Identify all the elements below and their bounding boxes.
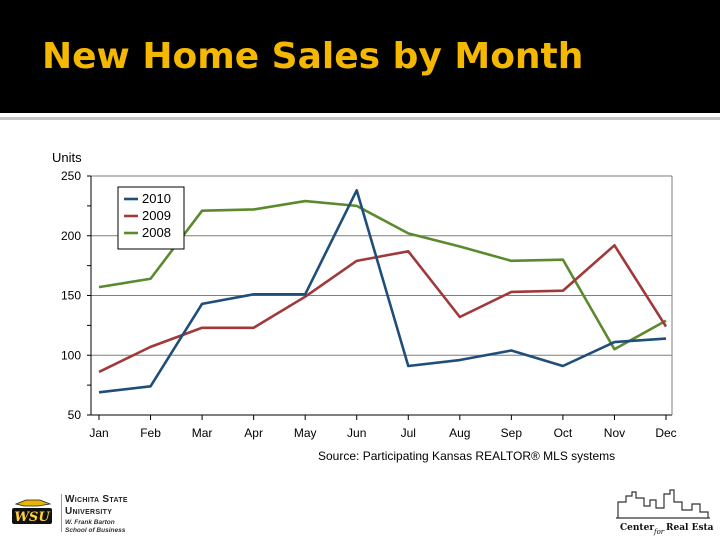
legend-label-2009: 2009 bbox=[142, 208, 171, 223]
series-line-2010 bbox=[98, 189, 667, 394]
wsu-footer-logo: WSU Wichita State University W. Frank Ba… bbox=[10, 490, 190, 535]
y-axis-label: Units bbox=[52, 150, 82, 165]
series-line-2009 bbox=[98, 244, 668, 374]
x-tick-label: May bbox=[294, 426, 317, 440]
x-tick-label: Aug bbox=[449, 426, 470, 440]
slide-title: New Home Sales by Month bbox=[42, 36, 584, 77]
legend-label-2010: 2010 bbox=[142, 191, 171, 206]
wsu-school-line1: W. Frank Barton bbox=[65, 519, 115, 526]
wsu-shocker-logo: WSU bbox=[12, 499, 52, 525]
title-band bbox=[0, 0, 720, 113]
legend-label-2008: 2008 bbox=[142, 225, 171, 240]
source-note: Source: Participating Kansas REALTOR® ML… bbox=[318, 449, 616, 463]
x-tick-label: Jul bbox=[401, 426, 416, 440]
center-for-real-estate-logo: Center for Real Estate bbox=[612, 488, 720, 536]
x-tick-label: Jan bbox=[89, 426, 108, 440]
title-divider bbox=[0, 117, 720, 120]
series-line-2008 bbox=[98, 199, 667, 351]
y-tick-label: 150 bbox=[61, 289, 81, 303]
center-logo-word2: for bbox=[653, 528, 665, 536]
center-logo-word3: Real Estate bbox=[666, 523, 714, 533]
x-tick-label: Feb bbox=[140, 426, 161, 440]
x-tick-label: Oct bbox=[554, 426, 573, 440]
x-tick-label: Nov bbox=[604, 426, 625, 440]
y-tick-label: 200 bbox=[61, 229, 81, 243]
legend-box bbox=[117, 186, 185, 250]
line-chart: 50 100 150 200 250 Units Jan Feb Mar Apr May Jun Jul… bbox=[52, 150, 677, 440]
skyline-logo: Center for Real Estate bbox=[616, 489, 720, 536]
x-tick-label: Mar bbox=[192, 426, 213, 440]
wsu-logo-text: WSU bbox=[14, 510, 50, 525]
x-tick-label: Sep bbox=[501, 426, 523, 440]
x-tick-label: Dec bbox=[655, 426, 676, 440]
center-logo-word1: Center bbox=[620, 523, 654, 533]
x-tick-label: Apr bbox=[244, 426, 263, 440]
y-tick-label: 50 bbox=[68, 408, 82, 422]
y-tick-label: 100 bbox=[61, 348, 81, 362]
wsu-school-line2: School of Business bbox=[65, 527, 126, 534]
wsu-name-line2: University bbox=[65, 506, 113, 517]
y-tick-label: 250 bbox=[61, 169, 81, 183]
wsu-name-line1: Wichita State bbox=[65, 494, 128, 505]
wsu-divider bbox=[61, 494, 62, 532]
x-tick-label: Jun bbox=[347, 426, 366, 440]
